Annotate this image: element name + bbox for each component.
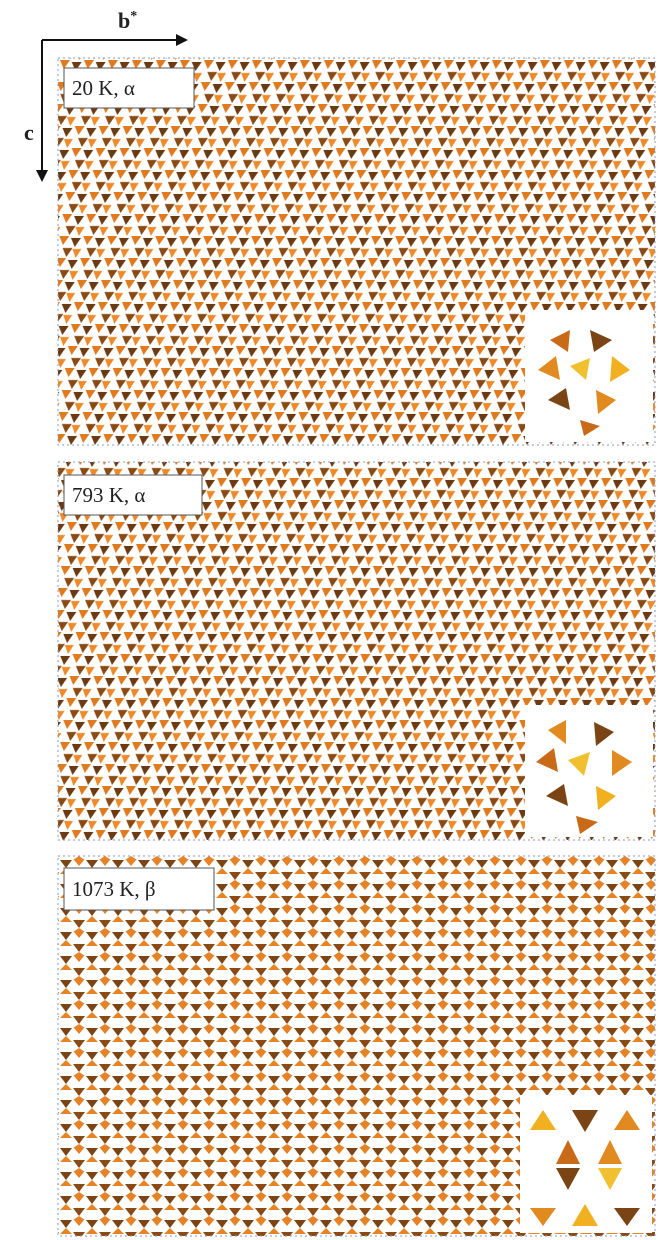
figure: b* c 20 K, α 793 K, α <box>0 0 671 1240</box>
axis-label: b* <box>118 8 137 33</box>
axis-label: c <box>24 120 34 145</box>
inset <box>525 705 653 837</box>
axis-superscript: * <box>130 9 137 24</box>
panel-label: 1073 K, β <box>72 877 156 901</box>
panel-label: 793 K, α <box>72 483 145 507</box>
arrow-head <box>176 34 188 46</box>
page: b* c 20 K, α 793 K, α <box>0 0 671 1240</box>
inset <box>525 310 653 442</box>
panel-label: 20 K, α <box>72 76 135 100</box>
axis-label: b <box>118 8 130 33</box>
arrow-head <box>36 170 48 182</box>
